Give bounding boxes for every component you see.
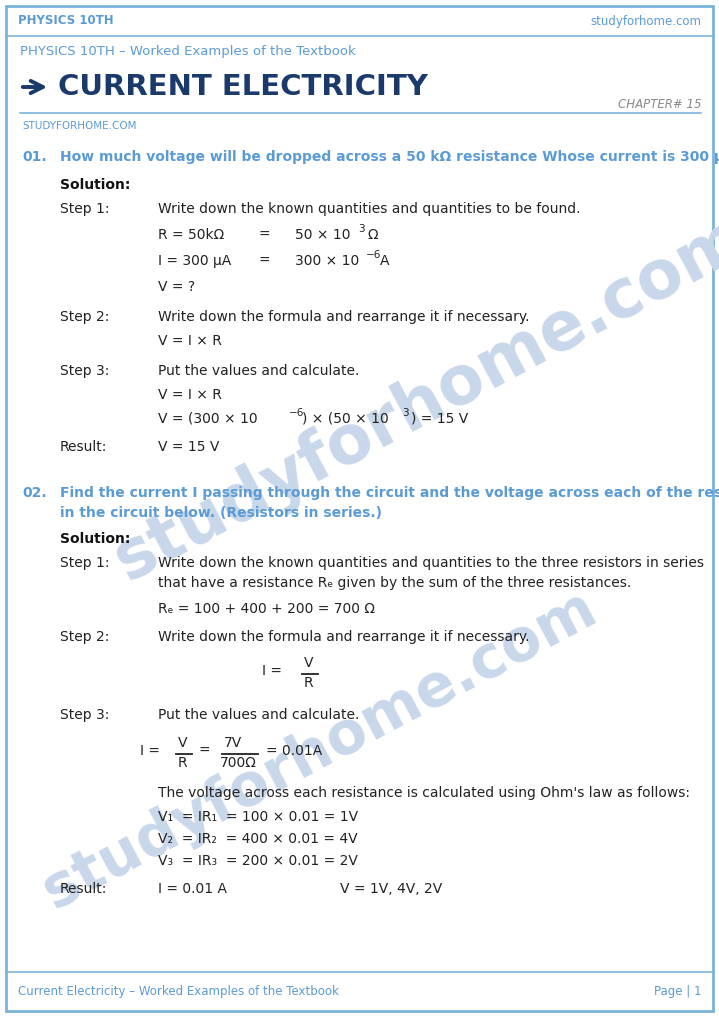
Text: The voltage across each resistance is calculated using Ohm's law as follows:: The voltage across each resistance is ca… — [158, 786, 690, 800]
Text: =: = — [258, 254, 270, 268]
Text: 50 × 10: 50 × 10 — [295, 228, 350, 242]
Text: 01.: 01. — [22, 149, 47, 164]
Text: −6: −6 — [289, 408, 304, 418]
Text: Step 1:: Step 1: — [60, 556, 109, 570]
Text: How much voltage will be dropped across a 50 kΩ resistance Whose current is 300 : How much voltage will be dropped across … — [60, 149, 719, 164]
Text: PHYSICS 10TH: PHYSICS 10TH — [18, 14, 114, 27]
Text: studyforhome.com: studyforhome.com — [590, 14, 701, 27]
Text: V = 15 V: V = 15 V — [158, 440, 219, 454]
Text: 7V: 7V — [224, 736, 242, 750]
Text: ) = 15 V: ) = 15 V — [411, 412, 468, 426]
Text: V = (300 × 10: V = (300 × 10 — [158, 412, 257, 426]
Text: Result:: Result: — [60, 882, 107, 896]
Text: V = 1V, 4V, 2V: V = 1V, 4V, 2V — [340, 882, 442, 896]
Text: V₃  = IR₃  = 200 × 0.01 = 2V: V₃ = IR₃ = 200 × 0.01 = 2V — [158, 854, 358, 868]
Text: V₂  = IR₂  = 400 × 0.01 = 4V: V₂ = IR₂ = 400 × 0.01 = 4V — [158, 832, 357, 846]
Text: Step 1:: Step 1: — [60, 202, 109, 216]
Text: R = 50kΩ: R = 50kΩ — [158, 228, 224, 242]
Text: Page | 1: Page | 1 — [654, 985, 701, 999]
Text: in the circuit below. (Resistors in series.): in the circuit below. (Resistors in seri… — [60, 506, 382, 520]
Text: PHYSICS 10TH – Worked Examples of the Textbook: PHYSICS 10TH – Worked Examples of the Te… — [20, 46, 356, 59]
Text: Ω: Ω — [367, 228, 377, 242]
Text: V = I × R: V = I × R — [158, 334, 222, 348]
Text: 3: 3 — [358, 224, 365, 234]
Text: 3: 3 — [402, 408, 408, 418]
Text: Solution:: Solution: — [60, 178, 130, 192]
Text: Solution:: Solution: — [60, 532, 130, 546]
Text: 02.: 02. — [22, 486, 47, 500]
Text: Write down the known quantities and quantities to the three resistors in series: Write down the known quantities and quan… — [158, 556, 704, 570]
Text: V: V — [178, 736, 188, 750]
Text: Find the current I passing through the circuit and the voltage across each of th: Find the current I passing through the c… — [60, 486, 719, 500]
Text: A: A — [380, 254, 390, 268]
Text: Write down the known quantities and quantities to be found.: Write down the known quantities and quan… — [158, 202, 580, 216]
Text: V = ?: V = ? — [158, 280, 195, 294]
Text: Put the values and calculate.: Put the values and calculate. — [158, 364, 360, 378]
Text: studyforhome.com: studyforhome.com — [103, 204, 719, 595]
Text: 300 × 10: 300 × 10 — [295, 254, 360, 268]
Text: 700Ω: 700Ω — [220, 756, 257, 770]
Text: studyforhome.com: studyforhome.com — [34, 580, 606, 920]
Text: −6: −6 — [366, 250, 381, 260]
Text: Write down the formula and rearrange it if necessary.: Write down the formula and rearrange it … — [158, 310, 529, 324]
Text: V: V — [304, 656, 313, 670]
Text: Write down the formula and rearrange it if necessary.: Write down the formula and rearrange it … — [158, 630, 529, 644]
Text: I = 0.01 A: I = 0.01 A — [158, 882, 227, 896]
Text: = 0.01A: = 0.01A — [266, 744, 322, 758]
Text: STUDYFORHOME.COM: STUDYFORHOME.COM — [22, 121, 137, 131]
Text: Step 2:: Step 2: — [60, 630, 109, 644]
Text: R: R — [178, 756, 188, 770]
Text: V₁  = IR₁  = 100 × 0.01 = 1V: V₁ = IR₁ = 100 × 0.01 = 1V — [158, 810, 358, 824]
Text: CHAPTER# 15: CHAPTER# 15 — [618, 98, 701, 111]
Text: Rₑ = 100 + 400 + 200 = 700 Ω: Rₑ = 100 + 400 + 200 = 700 Ω — [158, 602, 375, 616]
Text: R: R — [304, 676, 313, 690]
Text: V = I × R: V = I × R — [158, 388, 222, 402]
Text: Put the values and calculate.: Put the values and calculate. — [158, 708, 360, 722]
Text: Current Electricity – Worked Examples of the Textbook: Current Electricity – Worked Examples of… — [18, 985, 339, 999]
Text: =: = — [258, 228, 270, 242]
Text: Result:: Result: — [60, 440, 107, 454]
Text: =: = — [198, 744, 210, 758]
Text: I = 300 μA: I = 300 μA — [158, 254, 232, 268]
Text: I =: I = — [140, 744, 160, 758]
Text: that have a resistance Rₑ given by the sum of the three resistances.: that have a resistance Rₑ given by the s… — [158, 576, 631, 590]
Text: Step 3:: Step 3: — [60, 364, 109, 378]
Text: CURRENT ELECTRICITY: CURRENT ELECTRICITY — [58, 73, 428, 101]
Text: Step 2:: Step 2: — [60, 310, 109, 324]
Text: I =: I = — [262, 664, 282, 678]
Text: Step 3:: Step 3: — [60, 708, 109, 722]
Text: ) × (50 × 10: ) × (50 × 10 — [302, 412, 389, 426]
